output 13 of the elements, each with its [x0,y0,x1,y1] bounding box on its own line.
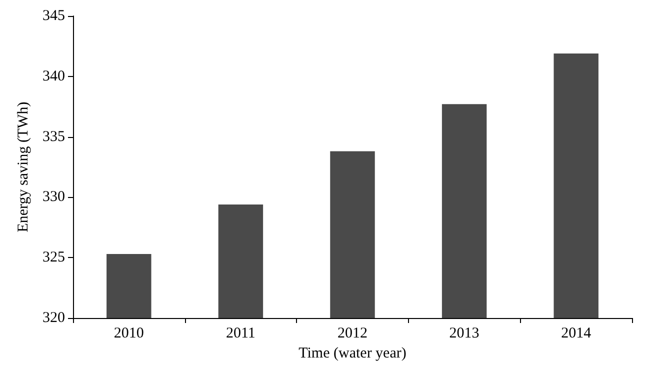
y-tick-label: 335 [42,128,65,145]
y-tick-label: 330 [42,189,65,206]
y-tick-label: 340 [42,68,65,84]
x-tick-label: 2010 [114,326,144,342]
y-tick-label: 345 [42,8,65,24]
x-tick-label: 2013 [449,326,480,342]
x-tick-label: 2011 [226,326,256,342]
y-tick-label: 320 [42,310,65,326]
y-axis-title: Energy saving (TWh) [16,102,32,232]
y-tick-label: 325 [42,250,65,266]
x-axis-title: Time (water year) [298,345,406,362]
x-tick-label: 2014 [561,326,592,342]
x-tick-label: 2012 [338,326,368,342]
